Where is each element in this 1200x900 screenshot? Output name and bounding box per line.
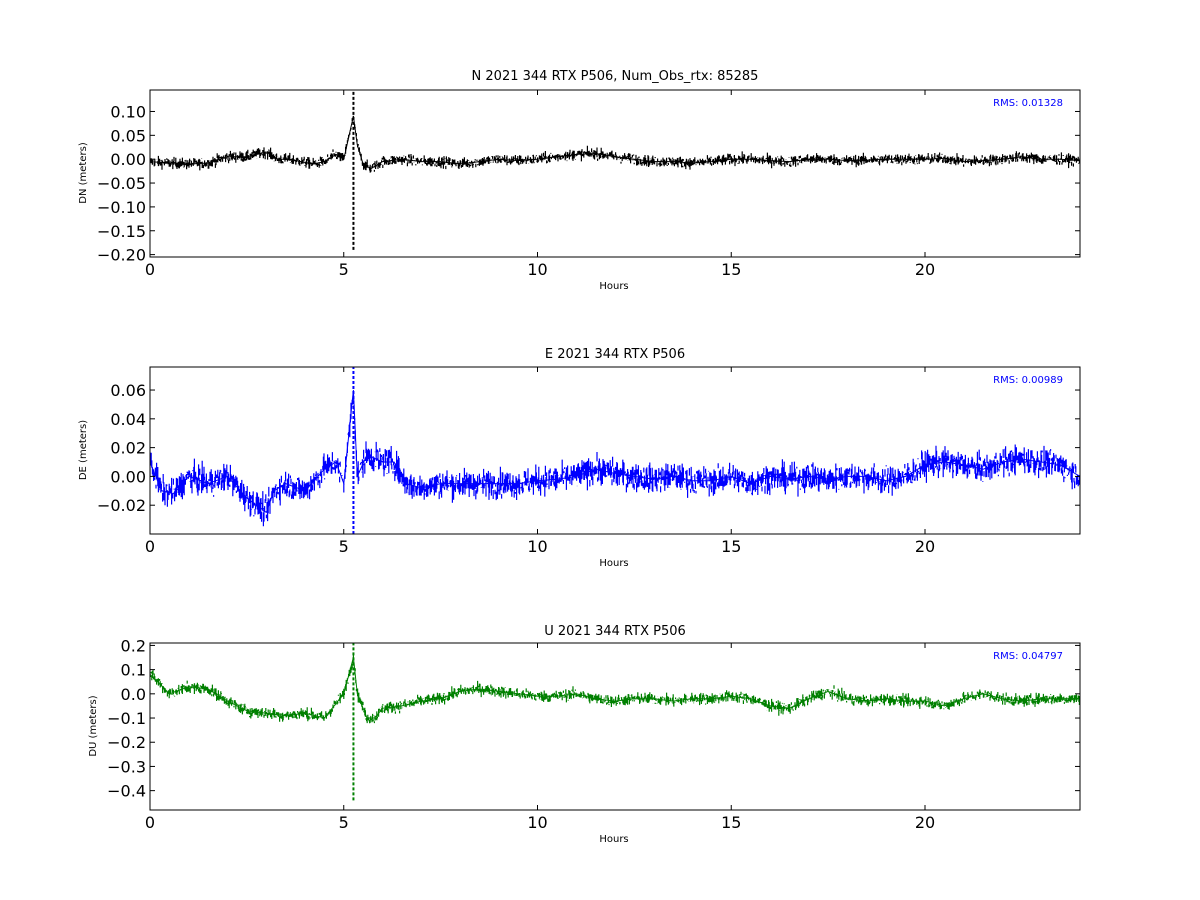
y-tick-label: 0.06: [110, 381, 146, 400]
y-tick-label: 0.1: [121, 661, 146, 680]
y-tick-label: −0.3: [107, 757, 146, 776]
y-tick-label: −0.10: [97, 198, 146, 217]
y-axis-label: DU (meters): [88, 695, 99, 756]
plot-frame: [149, 642, 1081, 811]
y-tick-label: −0.2: [107, 733, 146, 752]
x-tick-label: 20: [915, 537, 935, 556]
y-ticks: 0.10 0.05 0.00 −0.05 −0.10 −0.15 −0.20: [97, 102, 1080, 265]
x-tick-label: 5: [339, 260, 349, 279]
y-tick-label: 0.00: [110, 150, 146, 169]
series-points: [150, 396, 1080, 527]
x-tick-label: 10: [527, 260, 547, 279]
y-tick-label: 0.02: [110, 439, 146, 458]
x-axis-label: Hours: [599, 834, 628, 845]
y-ticks: 0.06 0.04 0.02 0.00 −0.02: [97, 381, 1080, 515]
x-axis-label: Hours: [599, 558, 628, 569]
x-tick-label: 0: [145, 537, 155, 556]
y-tick-label: 0.05: [110, 126, 146, 145]
data-points: [150, 367, 1080, 534]
x-ticks: 0 5 10 15 20: [145, 90, 935, 279]
x-tick-label: 20: [915, 813, 935, 832]
x-ticks: 0 5 10 15 20: [145, 643, 935, 832]
x-tick-label: 5: [339, 537, 349, 556]
x-tick-label: 0: [145, 260, 155, 279]
panel-title: E 2021 344 RTX P506: [545, 347, 685, 362]
y-tick-label: −0.1: [107, 709, 146, 728]
series-points: [150, 115, 1080, 173]
y-tick-label: 0.00: [110, 467, 146, 486]
rms-label: RMS: 0.00989: [993, 375, 1063, 386]
x-tick-label: 10: [527, 537, 547, 556]
y-tick-label: 0.10: [110, 102, 146, 121]
y-tick-label: −0.02: [97, 496, 146, 515]
y-tick-label: 0.2: [121, 636, 146, 655]
x-tick-label: 15: [721, 537, 741, 556]
x-axis-label: Hours: [599, 281, 628, 292]
x-tick-label: 5: [339, 813, 349, 832]
series-trend: [150, 116, 1080, 170]
y-tick-label: 0.04: [110, 410, 146, 429]
plot-frame: [149, 89, 1081, 258]
panel-title: U 2021 344 RTX P506: [544, 624, 686, 639]
panel-title: N 2021 344 RTX P506, Num_Obs_rtx: 85285: [472, 69, 759, 84]
data-points: [150, 90, 1080, 250]
panel-east: E 2021 344 RTX P506 RMS: 0.00989 0.060.0…: [78, 347, 1081, 569]
x-tick-label: 15: [721, 260, 741, 279]
y-axis-label: DE (meters): [78, 420, 89, 480]
rms-label: RMS: 0.04797: [993, 651, 1063, 662]
x-tick-label: 10: [527, 813, 547, 832]
plot-frame: [149, 366, 1081, 535]
x-tick-label: 20: [915, 260, 935, 279]
x-tick-label: 15: [721, 813, 741, 832]
y-ticks: 0.2 0.1 0.0 −0.1 −0.2 −0.3 −0.4: [107, 636, 1080, 801]
y-tick-label: −0.15: [97, 222, 146, 241]
x-ticks: 0 5 10 15 20: [145, 367, 935, 556]
rms-label: RMS: 0.01328: [993, 98, 1063, 109]
y-tick-label: −0.05: [97, 174, 146, 193]
data-points: [150, 643, 1080, 801]
panel-north: N 2021 344 RTX P506, Num_Obs_rtx: 85285 …: [78, 69, 1081, 292]
panel-up: U 2021 344 RTX P506 RMS: 0.04797 0.20.10…: [88, 624, 1081, 845]
series-points: [150, 654, 1080, 724]
y-tick-label: −0.20: [97, 246, 146, 265]
y-tick-label: 0.0: [121, 685, 146, 704]
x-tick-label: 0: [145, 813, 155, 832]
y-axis-label: DN (meters): [78, 142, 89, 204]
y-tick-label: −0.4: [107, 782, 146, 801]
